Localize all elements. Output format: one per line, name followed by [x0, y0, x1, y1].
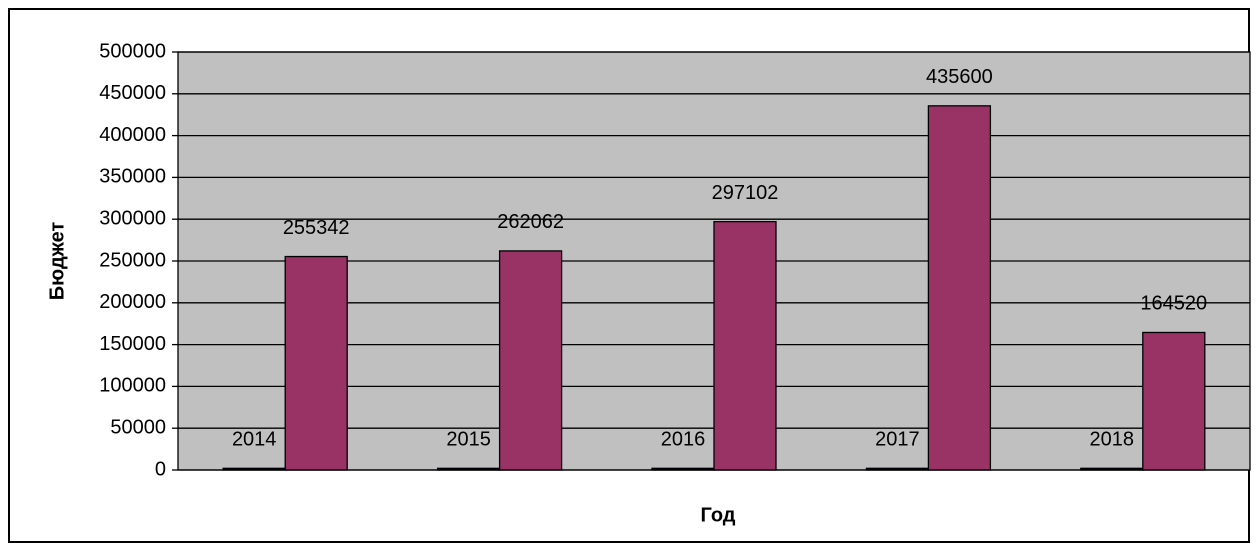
bar	[436, 467, 501, 471]
y-tick-label: 100000	[99, 375, 166, 397]
data-label: 2016	[661, 429, 706, 451]
data-label: 2014	[232, 429, 277, 451]
y-tick-label: 300000	[99, 207, 166, 229]
y-tick-label: 0	[155, 458, 166, 480]
bar	[927, 105, 992, 471]
y-tick-label: 150000	[99, 333, 166, 355]
y-tick-label: 350000	[99, 166, 166, 188]
data-label: 2017	[875, 429, 920, 451]
y-tick-label: 450000	[99, 82, 166, 104]
data-label: 435600	[926, 66, 993, 88]
bar	[1080, 467, 1144, 471]
data-label: 164520	[1140, 293, 1207, 315]
bar	[222, 467, 286, 471]
y-tick-label: 50000	[110, 416, 166, 438]
data-label: 2018	[1090, 429, 1135, 451]
y-tick-label: 400000	[99, 124, 166, 146]
bar	[284, 255, 348, 471]
data-label: 2015	[446, 429, 491, 451]
data-label: 262062	[497, 211, 564, 233]
y-axis-title: Бюджет	[46, 222, 68, 301]
x-axis-title: Год	[701, 504, 736, 526]
data-label: 297102	[712, 182, 779, 204]
y-tick-label: 500000	[99, 40, 166, 62]
bar	[651, 467, 715, 471]
bar	[498, 250, 563, 471]
bar	[1142, 331, 1206, 471]
y-tick-label: 250000	[99, 249, 166, 271]
data-label: 255342	[283, 217, 350, 239]
bar	[713, 220, 777, 471]
bar	[865, 467, 930, 471]
y-tick-label: 200000	[99, 291, 166, 313]
